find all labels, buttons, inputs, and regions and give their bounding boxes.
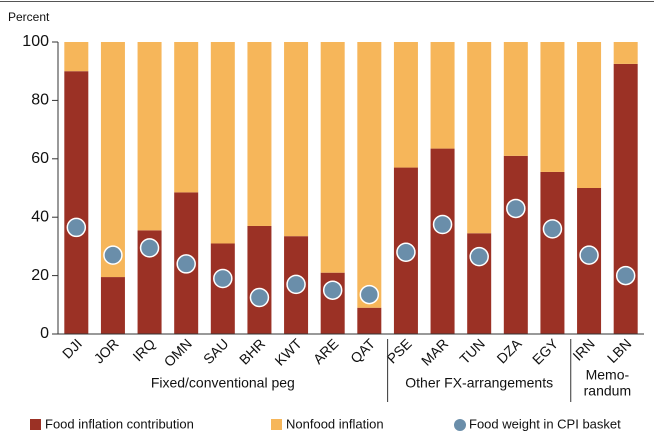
dot <box>176 254 196 274</box>
bar-segment <box>320 42 345 273</box>
y-tick-label: 0 <box>40 325 49 342</box>
bar-segment <box>210 42 235 244</box>
bar-segment <box>503 155 528 334</box>
dot <box>579 245 599 265</box>
x-tick-label: DJI <box>59 335 85 361</box>
bar-segment <box>613 42 638 64</box>
legend-swatch <box>30 419 41 430</box>
dot <box>249 287 270 308</box>
x-tick-label: JOR <box>91 335 122 366</box>
dot <box>506 198 526 219</box>
dot <box>139 238 160 258</box>
dot <box>286 274 306 295</box>
x-tick-label: IRQ <box>129 335 158 364</box>
x-tick-label: PSE <box>384 335 415 366</box>
x-tick-label: KWT <box>271 335 305 369</box>
legend-swatch <box>454 419 466 431</box>
dot <box>103 245 123 265</box>
bar-segment <box>210 243 235 334</box>
dot <box>432 214 453 235</box>
x-tick-label: LBN <box>604 335 635 366</box>
bar-segment <box>467 42 492 234</box>
bar-segment <box>430 42 455 149</box>
x-tick-label: BHR <box>236 335 268 367</box>
bar-segment <box>100 277 125 334</box>
bar-segment <box>540 171 565 334</box>
dot <box>213 268 233 289</box>
y-tick-label: 40 <box>31 208 49 225</box>
dot <box>359 284 380 305</box>
y-tick-label: 80 <box>31 92 49 109</box>
dot <box>322 280 343 300</box>
x-tick-label: OMN <box>161 335 195 369</box>
y-tick-label: 20 <box>31 267 49 284</box>
legend-swatch <box>271 419 282 430</box>
y-tick-label: 60 <box>31 150 49 167</box>
x-tick-label: IRN <box>569 335 597 363</box>
x-tick-label: DZA <box>493 335 525 367</box>
bar-segment <box>540 42 565 172</box>
x-tick-label: TUN <box>456 335 488 367</box>
bar-segment <box>393 42 418 168</box>
bar-segment <box>100 42 125 278</box>
bar-segment <box>247 225 272 334</box>
x-tick-label: QAT <box>347 335 378 366</box>
bar-segment <box>430 148 455 334</box>
group-label: Memo- <box>586 367 630 383</box>
y-axis-label: Percent <box>8 10 50 24</box>
y-tick-label: 100 <box>22 33 49 50</box>
legend-label: Food weight in CPI basket <box>469 416 621 431</box>
bar-segment <box>577 42 602 188</box>
group-label: Other FX-arrangements <box>405 375 553 391</box>
x-tick-label: EGY <box>529 335 562 368</box>
bar-segment <box>137 42 162 231</box>
x-tick-label: SAU <box>200 335 232 367</box>
bar-segment <box>174 42 199 193</box>
legend-label: Nonfood inflation <box>286 416 384 431</box>
dot <box>396 242 416 262</box>
group-label: Fixed/conventional peg <box>151 375 295 391</box>
dot <box>542 219 563 239</box>
bar-segment <box>247 42 272 226</box>
group-label: randum <box>584 383 631 399</box>
dot <box>469 246 489 267</box>
bar-segment <box>503 42 528 156</box>
bar-segment <box>357 307 382 334</box>
dot <box>66 217 87 238</box>
x-tick-label: MAR <box>418 335 451 368</box>
bar-segment <box>613 63 638 335</box>
legend-label: Food inflation contribution <box>45 416 194 431</box>
x-tick-label: ARE <box>310 335 342 367</box>
bar-segment <box>357 42 382 308</box>
bar-segment <box>64 71 89 334</box>
bar-segment <box>64 42 89 72</box>
bar-segment <box>284 42 309 237</box>
dot <box>615 265 636 286</box>
